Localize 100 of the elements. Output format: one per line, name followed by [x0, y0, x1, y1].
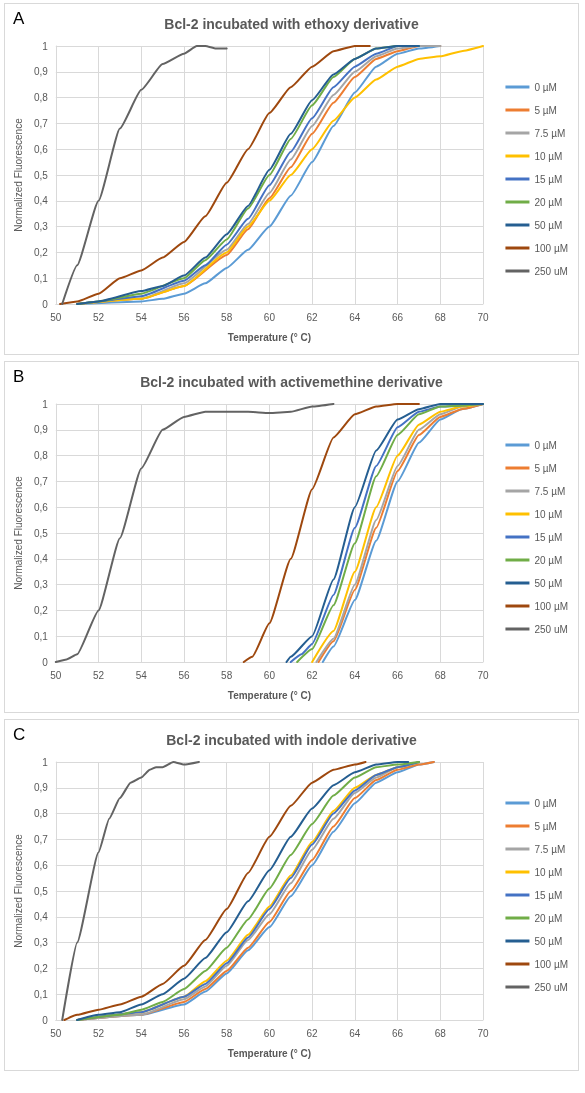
y-axis-title: Normalized Fluorescence: [12, 117, 24, 232]
legend-label: 7.5 µM: [534, 127, 566, 139]
x-tick-label: 50: [50, 669, 62, 681]
line-series: [59, 45, 371, 305]
y-tick-label: 0,2: [33, 604, 49, 616]
legend-label: 10 µM: [534, 508, 563, 520]
x-tick-label: 56: [178, 1027, 190, 1039]
legend-label: 0 µM: [534, 439, 557, 451]
x-tick-label: 62: [306, 1027, 319, 1039]
legend-label: 100 µM: [534, 600, 569, 612]
x-tick-label: 62: [306, 669, 319, 681]
line-series: [54, 403, 335, 663]
y-tick-label: 1: [42, 756, 49, 768]
y-tick-label: 0,6: [33, 143, 49, 155]
x-tick-label: 60: [263, 311, 276, 323]
legend-label: 7.5 µM: [534, 843, 566, 855]
y-tick-label: 0,6: [33, 501, 49, 513]
x-axis-title: Temperature (° C): [227, 331, 312, 343]
x-tick-label: 60: [263, 669, 276, 681]
legend-label: 50 µM: [534, 577, 563, 589]
y-tick-label: 0,7: [33, 117, 49, 129]
legend-label: 15 µM: [534, 173, 563, 185]
x-tick-label: 64: [349, 311, 361, 323]
x-tick-label: 58: [221, 669, 233, 681]
x-axis-title: Temperature (° C): [227, 1047, 312, 1059]
x-tick-label: 66: [392, 311, 404, 323]
text: C: [13, 725, 26, 744]
x-tick-label: 52: [92, 669, 105, 681]
x-tick-label: 54: [135, 669, 148, 681]
legend-label: 250 uM: [534, 623, 568, 635]
chart-title: Bcl-2 incubated with indole derivative: [166, 732, 417, 748]
line-series: [61, 761, 200, 1021]
y-tick-label: 0,1: [33, 630, 49, 642]
x-tick-label: 70: [477, 1027, 489, 1039]
y-tick-label: 1: [42, 398, 49, 410]
legend-label: 10 µM: [534, 150, 563, 162]
legend-label: 20 µM: [534, 554, 563, 566]
y-tick-label: 0,7: [33, 833, 49, 845]
x-tick-label: 56: [178, 669, 190, 681]
chart-title: Bcl-2 incubated with activemethine derivative: [140, 374, 444, 390]
y-tick-label: 1: [42, 40, 49, 52]
x-tick-label: 70: [477, 669, 489, 681]
legend-label: 15 µM: [534, 531, 563, 543]
y-tick-label: 0: [42, 1014, 49, 1026]
x-tick-label: 66: [392, 669, 404, 681]
y-tick-label: 0,5: [33, 527, 49, 539]
x-tick-label: 64: [349, 1027, 361, 1039]
y-tick-label: 0,3: [33, 937, 49, 949]
x-tick-label: 52: [92, 311, 105, 323]
legend-label: 100 µM: [534, 958, 569, 970]
x-tick-label: 60: [263, 1027, 276, 1039]
y-tick-label: 0,7: [33, 475, 49, 487]
legend-label: 20 µM: [534, 196, 563, 208]
y-tick-label: 0,3: [33, 579, 49, 591]
x-tick-label: 50: [50, 1027, 62, 1039]
legend-label: 7.5 µM: [534, 485, 566, 497]
x-tick-label: 50: [50, 311, 62, 323]
y-tick-label: 0,1: [33, 988, 49, 1000]
legend-label: 50 µM: [534, 935, 563, 947]
legend-label: 5 µM: [534, 104, 557, 116]
legend-label: 15 µM: [534, 889, 563, 901]
y-tick-label: 0,8: [33, 808, 49, 820]
y-tick-label: 0,4: [33, 911, 49, 923]
y-tick-label: 0: [42, 298, 49, 310]
x-tick-label: 64: [349, 669, 361, 681]
legend-label: 250 uM: [534, 265, 568, 277]
y-tick-label: 0,9: [33, 782, 49, 794]
legend-label: 10 µM: [534, 866, 563, 878]
y-tick-label: 0,5: [33, 169, 49, 181]
legend-label: 20 µM: [534, 912, 563, 924]
y-tick-label: 0,6: [33, 859, 49, 871]
legend-label: 50 µM: [534, 219, 563, 231]
y-tick-label: 0,1: [33, 272, 49, 284]
x-tick-label: 68: [434, 669, 447, 681]
legend-label: 0 µM: [534, 81, 557, 93]
y-tick-label: 0,9: [33, 424, 49, 436]
legend-label: 5 µM: [534, 462, 557, 474]
legend-label: 0 µM: [534, 797, 557, 809]
y-tick-label: 0,4: [33, 195, 49, 207]
y-tick-label: 0,4: [33, 553, 49, 565]
x-tick-label: 62: [306, 311, 319, 323]
x-tick-label: 70: [477, 311, 489, 323]
text: B: [13, 367, 25, 386]
y-tick-label: 0,2: [33, 962, 49, 974]
x-tick-label: 68: [434, 1027, 447, 1039]
line-series: [61, 45, 228, 305]
legend-label: 100 µM: [534, 242, 569, 254]
x-tick-label: 54: [135, 311, 148, 323]
y-axis-title: Normalized Fluorescence: [12, 475, 24, 590]
x-tick-label: 52: [92, 1027, 105, 1039]
legend-label: 250 uM: [534, 981, 568, 993]
chart-title: Bcl-2 incubated with ethoxy derivative: [164, 16, 419, 32]
line-series: [242, 403, 420, 663]
y-tick-label: 0,5: [33, 885, 49, 897]
y-tick-label: 0,3: [33, 221, 49, 233]
x-tick-label: 68: [434, 311, 447, 323]
x-tick-label: 58: [221, 1027, 233, 1039]
x-tick-label: 54: [135, 1027, 148, 1039]
y-tick-label: 0,8: [33, 450, 49, 462]
y-tick-label: 0: [42, 656, 49, 668]
